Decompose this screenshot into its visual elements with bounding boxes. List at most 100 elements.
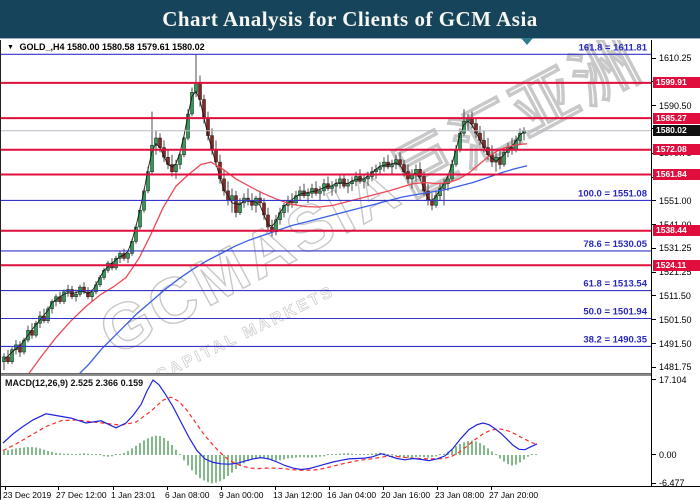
candle-body bbox=[62, 291, 66, 302]
price-axis[interactable]: 1610.251600.501590.501580.751570.751560.… bbox=[651, 40, 700, 489]
candle-body bbox=[166, 157, 170, 165]
time-tick-mark bbox=[113, 487, 114, 490]
candle-body bbox=[174, 164, 178, 172]
candle-body bbox=[354, 176, 358, 182]
price-tick-label: 1551.00 bbox=[659, 195, 692, 206]
candle-body bbox=[86, 291, 90, 297]
price-tick-mark bbox=[652, 366, 656, 368]
macd-signal-line bbox=[2, 396, 538, 471]
candle-body bbox=[46, 308, 50, 322]
candle-body bbox=[430, 200, 434, 206]
price-tick-label: 1491.50 bbox=[659, 338, 692, 349]
symbol-dropdown-icon[interactable]: ▼ bbox=[7, 44, 14, 51]
candle-body bbox=[422, 176, 426, 192]
watermark-text: GCMASIA巨汇亚洲 bbox=[88, 40, 651, 369]
candle-body bbox=[230, 195, 234, 201]
price-tick-mark bbox=[652, 57, 656, 59]
candle-body bbox=[350, 181, 354, 184]
time-tick-label: 23 Dec 2019 bbox=[3, 490, 52, 500]
candle-body bbox=[238, 202, 242, 213]
candle-body bbox=[30, 330, 34, 336]
candle-body bbox=[126, 253, 130, 259]
page-title: Chart Analysis for Clients of GCM Asia bbox=[162, 7, 538, 31]
macd-tick-label: -6.477 bbox=[659, 478, 685, 489]
candle-body bbox=[294, 195, 298, 204]
candle-body bbox=[502, 152, 506, 165]
price-tick-mark bbox=[652, 295, 656, 297]
time-tick-mark bbox=[5, 487, 6, 490]
price-tick-label: 1481.75 bbox=[659, 362, 692, 373]
time-tick-label: 13 Jan 12:00 bbox=[273, 490, 323, 500]
fibonacci-label: 78.6 = 1530.05 bbox=[583, 239, 647, 250]
candle-body bbox=[114, 258, 118, 269]
ohlc-values: 1580.00 1580.58 1579.61 1580.02 bbox=[66, 42, 205, 52]
fibonacci-label: 100.0 = 1551.08 bbox=[578, 188, 647, 199]
candle-body bbox=[202, 99, 206, 119]
time-tick-label: 27 Jan 20:00 bbox=[489, 490, 539, 500]
candle-body bbox=[478, 132, 482, 141]
price-tick-label: 1501.50 bbox=[659, 314, 692, 325]
candle-body bbox=[378, 166, 382, 170]
ma-fast-line bbox=[3, 90, 525, 360]
price-tick-label: 1590.50 bbox=[659, 100, 692, 111]
macd-main-line bbox=[2, 379, 538, 471]
candle-body bbox=[298, 190, 302, 196]
candle-body bbox=[218, 161, 222, 180]
main-price-chart[interactable]: GCMASIA巨汇亚洲 GLOBAL CAPITAL MARKETS 161.8… bbox=[1, 40, 651, 373]
time-tick-mark bbox=[383, 487, 384, 490]
candle-body bbox=[398, 159, 402, 165]
macd-tick-label: 17.104 bbox=[659, 374, 687, 385]
candle-body bbox=[394, 159, 398, 165]
time-tick-mark bbox=[437, 487, 438, 490]
ma-slow-line bbox=[79, 165, 528, 373]
fibonacci-label: 38.2 = 1490.35 bbox=[583, 334, 647, 345]
candle-body bbox=[178, 154, 182, 165]
symbol-timeframe-label: GOLD_,H4 bbox=[19, 42, 65, 52]
price-level-badge: 1524.11 bbox=[653, 259, 700, 271]
candle-body bbox=[334, 183, 338, 187]
macd-tick-label: 0.00 bbox=[659, 449, 677, 460]
time-tick-label: 1 Jan 23:01 bbox=[111, 490, 156, 500]
price-level-badge: 1580.02 bbox=[653, 125, 700, 137]
candle-body bbox=[310, 188, 314, 194]
time-tick-label: 20 Jan 16:00 bbox=[381, 490, 431, 500]
fibonacci-label: 50.0 = 1501.94 bbox=[583, 307, 647, 318]
price-tick-label: 1521.25 bbox=[659, 267, 692, 278]
price-tick-label: 1541.00 bbox=[659, 220, 692, 230]
candle-body bbox=[10, 349, 14, 362]
scroll-pointer-icon bbox=[521, 38, 533, 45]
macd-panel[interactable] bbox=[1, 376, 651, 486]
fibonacci-label: 161.8 = 1611.81 bbox=[579, 42, 648, 53]
macd-tick-mark bbox=[652, 482, 656, 484]
time-axis[interactable]: 23 Dec 2019 27 Dec 12:00 1 Jan 23:01 6 Jan … bbox=[1, 486, 700, 500]
price-tick-mark bbox=[652, 247, 656, 249]
time-tick-mark bbox=[167, 487, 168, 490]
price-level-badge: 1585.27 bbox=[653, 112, 700, 124]
candle-body bbox=[82, 286, 86, 293]
candle-body bbox=[470, 118, 474, 124]
candle-body bbox=[306, 193, 310, 196]
candle-body bbox=[182, 137, 186, 156]
candle-body bbox=[366, 176, 370, 180]
price-level-badge: 1572.08 bbox=[653, 144, 700, 156]
fibonacci-label: 61.8 = 1513.54 bbox=[583, 279, 647, 290]
candle-body bbox=[6, 356, 10, 362]
price-tick-mark bbox=[652, 271, 656, 273]
time-tick-mark bbox=[329, 487, 330, 490]
time-tick-label: 6 Jan 08:00 bbox=[165, 490, 210, 500]
price-tick-mark bbox=[652, 200, 656, 202]
price-level-badge: 1561.84 bbox=[653, 168, 700, 180]
candle-body bbox=[418, 169, 422, 177]
time-tick-mark bbox=[58, 487, 59, 490]
price-tick-mark bbox=[652, 105, 656, 107]
price-tick-mark bbox=[652, 224, 656, 226]
price-level-badge: 1599.91 bbox=[653, 77, 700, 89]
price-tick-label: 1610.25 bbox=[659, 53, 692, 64]
macd-indicator-label: MACD(12,26,9) 2.525 2.366 0.159 bbox=[5, 378, 144, 388]
panel-separator[interactable] bbox=[1, 373, 651, 376]
candle-body bbox=[154, 137, 158, 146]
price-tick-label: 1511.50 bbox=[659, 290, 691, 301]
price-tick-label: 1531.25 bbox=[659, 243, 692, 254]
ma-medium-line bbox=[28, 143, 528, 373]
candle-body bbox=[34, 322, 38, 336]
